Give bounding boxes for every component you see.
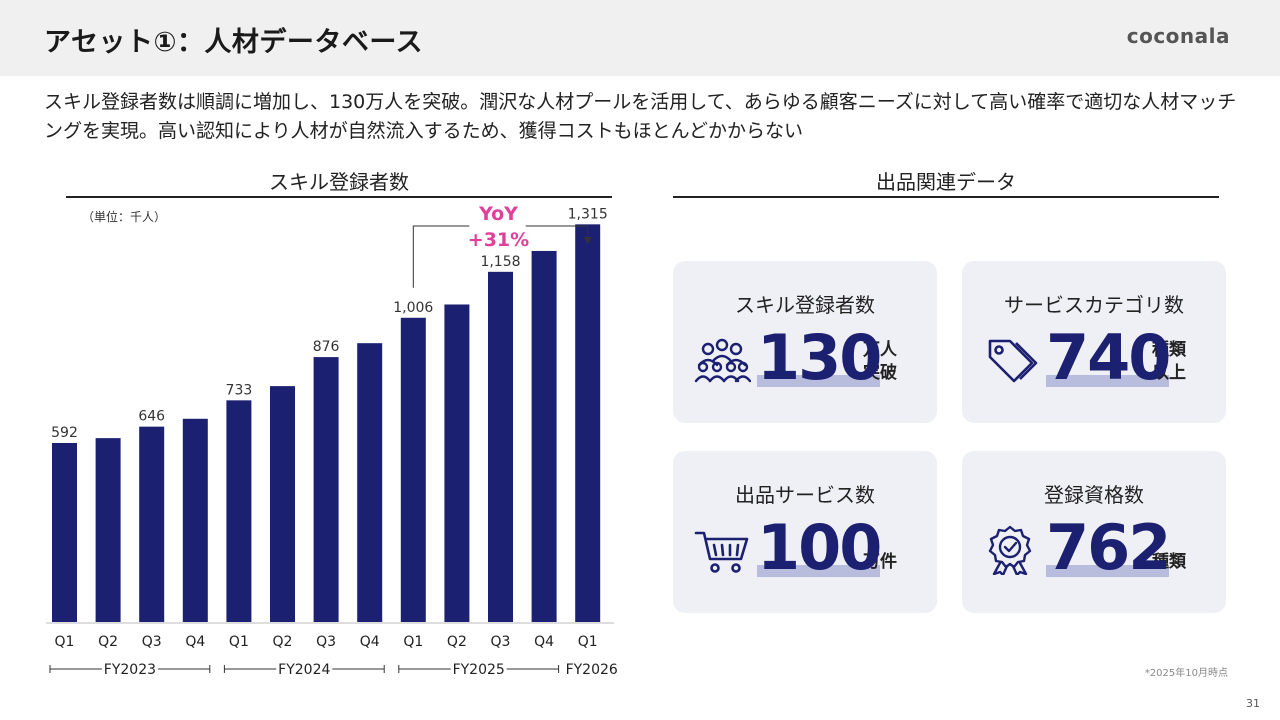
data-label-8: 1,006 xyxy=(393,300,433,316)
bar-2 xyxy=(139,426,165,622)
yoy-label: YoY xyxy=(478,203,518,225)
header-bar: アセット①：人材データベース coconala xyxy=(0,0,1280,76)
x-tick-label-2: Q3 xyxy=(142,634,162,650)
card-service-categories: サービスカテゴリ数 740 種類 以上 xyxy=(962,261,1226,423)
unit-label: （単位：千人） xyxy=(82,210,167,224)
listing-section-divider xyxy=(673,196,1219,198)
yoy-line-left xyxy=(412,225,470,288)
x-tick-label-10: Q3 xyxy=(491,634,511,650)
bar-8 xyxy=(400,317,426,622)
bar-3 xyxy=(182,418,208,622)
x-tick-label-9: Q2 xyxy=(447,634,467,650)
card-title: サービスカテゴリ数 xyxy=(1004,293,1184,317)
fy-label-1: FY2024 xyxy=(278,662,330,678)
fy-label-0: FY2023 xyxy=(104,662,156,678)
registrations-bar-chart: 592 Q1 Q2 646 Q3 Q4 733 Q1 Q2 876 Q3 Q4 1,006 Q1 Q2 1,1… xyxy=(46,203,618,678)
yoy-line-right xyxy=(525,225,589,239)
footnote: *2025年10月時点 xyxy=(1144,668,1228,679)
card-suffix-line1: 種類 xyxy=(1152,340,1186,360)
value-highlight xyxy=(757,375,881,387)
lead-text: スキル登録者数は順調に増加し、130万人を突破。潤沢な人材プールを活用して、あら… xyxy=(44,91,1237,142)
certificate-badge-icon xyxy=(988,525,1032,575)
bar-0 xyxy=(52,442,77,622)
card-suffix-line1: 万人 xyxy=(863,340,897,360)
page-number: 31 xyxy=(1246,697,1260,710)
card-suffix-line2: 以上 xyxy=(1152,363,1186,383)
data-label-0: 592 xyxy=(51,425,78,441)
card-value-wrap: 762 xyxy=(1046,511,1171,584)
card-value-wrap: 130 xyxy=(757,321,882,394)
x-tick-label-11: Q4 xyxy=(534,634,554,650)
x-tick-label-7: Q4 xyxy=(360,634,380,650)
x-tick-label-4: Q1 xyxy=(229,634,249,650)
card-listed-services: 出品サービス数 100 万件 xyxy=(673,451,937,613)
card-suffix-line1: 万件 xyxy=(863,552,897,572)
x-tick-label-0: Q1 xyxy=(55,634,75,650)
card-suffix-line1: 種類 xyxy=(1152,552,1186,572)
chart-section-divider xyxy=(66,196,612,198)
bar-10 xyxy=(488,271,513,622)
x-tick-label-5: Q2 xyxy=(273,634,293,650)
chart-section-title: スキル登録者数 xyxy=(269,170,409,194)
card-value: 740 xyxy=(1046,321,1171,394)
bar-6 xyxy=(313,357,339,622)
value-highlight xyxy=(757,565,881,577)
card-registered-qualifications: 登録資格数 762 種類 xyxy=(962,451,1226,613)
data-label-4: 733 xyxy=(226,382,253,398)
data-label-2: 646 xyxy=(138,409,165,425)
bar-9 xyxy=(444,304,470,622)
x-tick-label-1: Q2 xyxy=(98,634,118,650)
card-title: 登録資格数 xyxy=(1044,483,1144,507)
bar-4 xyxy=(226,400,252,622)
x-tick-label-3: Q4 xyxy=(185,634,205,650)
card-title: 出品サービス数 xyxy=(735,483,875,507)
brand-logo: coconala xyxy=(1126,24,1230,48)
x-tick-label-12: Q1 xyxy=(578,634,598,650)
bar-12 xyxy=(575,224,601,622)
data-label-12: 1,315 xyxy=(568,206,608,222)
card-value-wrap: 100 xyxy=(757,511,882,584)
card-title: スキル登録者数 xyxy=(735,293,875,317)
card-value: 100 xyxy=(757,511,882,584)
fy-label-3: FY2026 xyxy=(566,662,618,678)
card-value: 762 xyxy=(1046,511,1171,584)
card-suffix-line2: 突破 xyxy=(863,363,897,383)
card-value-wrap: 740 xyxy=(1046,321,1171,394)
bar-11 xyxy=(531,250,557,622)
value-highlight xyxy=(1046,565,1170,577)
fy-label-2: FY2025 xyxy=(453,662,505,678)
data-label-10: 1,158 xyxy=(480,254,520,270)
yoy-value: +31% xyxy=(468,229,529,251)
value-highlight xyxy=(1046,375,1170,387)
page-title: アセット①：人材データベース xyxy=(44,27,423,58)
yoy-arrowhead xyxy=(583,237,592,244)
people-group-icon xyxy=(694,338,751,383)
shopping-cart-icon xyxy=(694,531,749,573)
bar-1 xyxy=(95,438,121,622)
x-tick-label-6: Q3 xyxy=(316,634,336,650)
x-tick-label-8: Q1 xyxy=(403,634,423,650)
tag-icon xyxy=(988,339,1038,383)
card-skill-registrants: スキル登録者数 130 万人 突破 xyxy=(673,261,937,423)
bar-5 xyxy=(270,386,295,622)
bar-7 xyxy=(357,343,383,622)
listing-section-title: 出品関連データ xyxy=(876,170,1016,194)
card-value: 130 xyxy=(757,321,882,394)
data-label-6: 876 xyxy=(313,339,340,355)
